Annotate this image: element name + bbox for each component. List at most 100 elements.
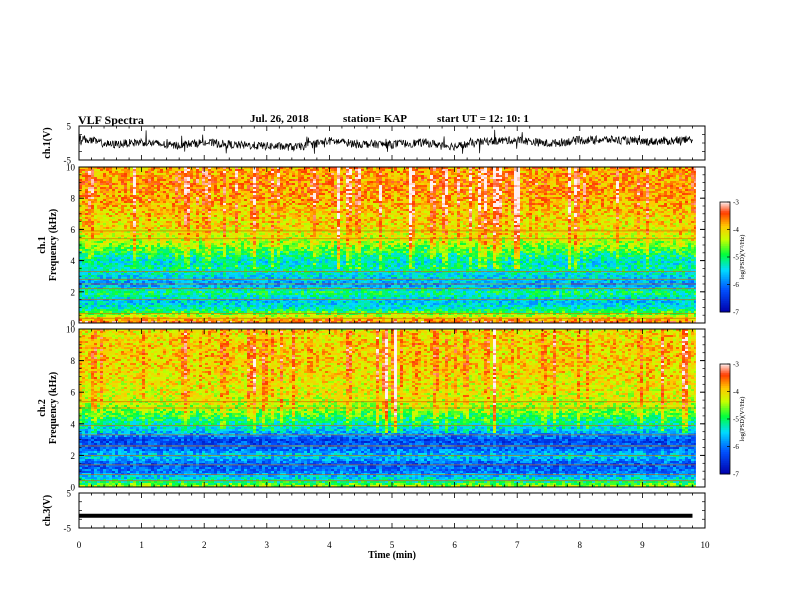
spectrogram-cell bbox=[271, 195, 274, 197]
spectrogram-cell bbox=[511, 187, 514, 189]
spectrogram-cell bbox=[193, 201, 196, 203]
spectrogram-cell bbox=[247, 171, 250, 173]
spectrogram-cell bbox=[397, 207, 400, 209]
spectrogram-cell bbox=[484, 189, 487, 191]
spectrogram-cell bbox=[577, 191, 580, 193]
spectrogram-cell bbox=[169, 203, 172, 205]
spectrogram-cell bbox=[88, 181, 91, 183]
spectrogram-cell bbox=[463, 193, 466, 195]
spectrogram-cell bbox=[694, 201, 696, 203]
spectrogram-cell bbox=[568, 203, 571, 205]
spectrogram-cell bbox=[379, 207, 382, 209]
spectrogram-cell bbox=[169, 209, 172, 211]
spectrogram-cell bbox=[97, 181, 100, 183]
spectrogram-cell bbox=[214, 187, 217, 189]
spectrogram-cell bbox=[466, 209, 469, 211]
spectrogram-cell bbox=[595, 195, 598, 197]
spectrogram-cell bbox=[418, 173, 421, 175]
spectrogram-cell bbox=[397, 205, 400, 207]
spectrogram-cell bbox=[571, 183, 574, 185]
spectrogram-cell bbox=[583, 203, 586, 205]
spectrogram-cell bbox=[298, 207, 301, 209]
spectrogram-cell bbox=[220, 211, 223, 213]
spectrogram-cell bbox=[397, 179, 400, 181]
spectrogram-cell bbox=[250, 177, 253, 179]
spectrogram-cell bbox=[409, 179, 412, 181]
spectrogram-cell bbox=[415, 199, 418, 201]
spectrogram-cell bbox=[316, 197, 319, 199]
spectrogram-cell bbox=[319, 193, 322, 195]
spectrogram-cell bbox=[253, 181, 256, 183]
spectrogram-cell bbox=[631, 213, 634, 215]
spectrogram-cell bbox=[202, 169, 205, 171]
spectrogram-cell bbox=[616, 211, 619, 213]
spectrogram-cell bbox=[181, 203, 184, 205]
spectrogram-cell bbox=[151, 211, 154, 213]
spectrogram-cell bbox=[172, 177, 175, 179]
spectrogram-cell bbox=[124, 173, 127, 175]
spectrogram-cell bbox=[118, 177, 121, 179]
spectrogram-cell bbox=[655, 187, 658, 189]
spectrogram-cell bbox=[508, 177, 511, 179]
spectrogram-cell bbox=[160, 181, 163, 183]
spectrogram-cell bbox=[601, 187, 604, 189]
spectrogram-cell bbox=[649, 203, 652, 205]
spectrogram-cell bbox=[373, 195, 376, 197]
spectrogram-cell bbox=[370, 199, 373, 201]
spectrogram-cell bbox=[451, 209, 454, 211]
spectrogram-cell bbox=[661, 197, 664, 199]
spectrogram-cell bbox=[517, 197, 520, 199]
spectrogram-cell bbox=[538, 203, 541, 205]
spectrogram-cell bbox=[424, 183, 427, 185]
spectrogram-cell bbox=[217, 169, 220, 171]
spectrogram-cell bbox=[436, 171, 439, 173]
spectrogram-cell bbox=[370, 205, 373, 207]
spectrogram-cell bbox=[439, 199, 442, 201]
spectrogram-cell bbox=[613, 169, 616, 171]
spectrogram-cell bbox=[526, 193, 529, 195]
spectrogram-cell bbox=[673, 179, 676, 181]
spectrogram-cell bbox=[613, 181, 616, 183]
spectrogram-cell bbox=[184, 181, 187, 183]
spectrogram-cell bbox=[328, 175, 331, 177]
spectrogram-cell bbox=[445, 175, 448, 177]
spectrogram-cell bbox=[220, 191, 223, 193]
spectrogram-cell bbox=[553, 185, 556, 187]
spectrogram-cell bbox=[616, 173, 619, 175]
spectrogram-cell bbox=[178, 201, 181, 203]
spectrogram-cell bbox=[142, 205, 145, 207]
spectrogram-cell bbox=[442, 209, 445, 211]
spectrogram-cell bbox=[457, 181, 460, 183]
spectrogram-cell bbox=[304, 179, 307, 181]
spectrogram-cell bbox=[409, 213, 412, 215]
spectrogram-cell bbox=[82, 201, 85, 203]
spectrogram-cell bbox=[472, 209, 475, 211]
spectrogram-cell bbox=[214, 211, 217, 213]
spectrogram-cell bbox=[568, 187, 571, 189]
spectrogram-cell bbox=[559, 203, 562, 205]
spectrogram-cell bbox=[361, 211, 364, 213]
spectrogram-cell bbox=[94, 169, 97, 171]
spectrogram-cell bbox=[409, 209, 412, 211]
spectrogram-cell bbox=[358, 193, 361, 195]
spectrogram-cell bbox=[685, 181, 688, 183]
spectrogram-cell bbox=[202, 205, 205, 207]
spectrogram-cell bbox=[349, 181, 352, 183]
spectrogram-cell bbox=[343, 189, 346, 191]
spectrogram-cell bbox=[166, 207, 169, 209]
spectrogram-cell bbox=[298, 199, 301, 201]
spectrogram-cell bbox=[337, 209, 340, 211]
spectrogram-cell bbox=[136, 195, 139, 197]
spectrogram-cell bbox=[397, 203, 400, 205]
spectrogram-cell bbox=[580, 175, 583, 177]
spectrogram-cell bbox=[217, 171, 220, 173]
spectrogram-cell bbox=[211, 213, 214, 215]
spectrogram-cell bbox=[223, 211, 226, 213]
spectrogram-cell bbox=[652, 197, 655, 199]
spectrogram-cell bbox=[334, 179, 337, 181]
spectrogram-cell bbox=[121, 193, 124, 195]
spectrogram-cell bbox=[676, 173, 679, 175]
spectrogram-cell bbox=[151, 183, 154, 185]
spectrogram-cell bbox=[529, 211, 532, 213]
spectrogram-cell bbox=[640, 205, 643, 207]
